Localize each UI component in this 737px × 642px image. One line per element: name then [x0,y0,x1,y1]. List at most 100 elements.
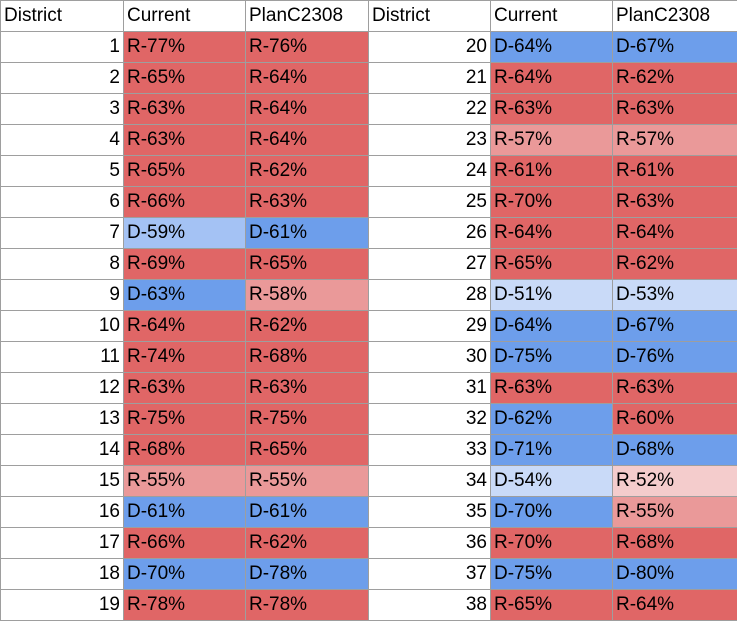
current-cell[interactable]: R-63% [123,93,246,125]
district-cell[interactable]: 36 [368,527,491,559]
district-cell[interactable]: 38 [368,589,491,621]
district-cell[interactable]: 1 [0,31,124,63]
current-cell[interactable]: D-75% [490,558,613,590]
plan-cell[interactable]: D-61% [245,217,369,249]
plan-cell[interactable]: R-68% [245,341,369,373]
current-cell[interactable]: R-64% [490,217,613,249]
plan-cell[interactable]: R-58% [245,279,369,311]
district-cell[interactable]: 8 [0,248,124,280]
plan-cell[interactable]: D-68% [612,434,737,466]
plan-cell[interactable]: R-64% [245,62,369,94]
current-cell[interactable]: R-77% [123,31,246,63]
header-current-left[interactable]: Current [123,0,246,32]
header-district-left[interactable]: District [0,0,124,32]
district-cell[interactable]: 16 [0,496,124,528]
plan-cell[interactable]: R-78% [245,589,369,621]
plan-cell[interactable]: R-52% [612,465,737,497]
district-cell[interactable]: 15 [0,465,124,497]
plan-cell[interactable]: R-55% [612,496,737,528]
plan-cell[interactable]: R-68% [612,527,737,559]
plan-cell[interactable]: D-53% [612,279,737,311]
district-cell[interactable]: 28 [368,279,491,311]
header-current-right[interactable]: Current [490,0,613,32]
current-cell[interactable]: R-68% [123,434,246,466]
header-district-right[interactable]: District [368,0,491,32]
district-cell[interactable]: 37 [368,558,491,590]
current-cell[interactable]: D-70% [123,558,246,590]
current-cell[interactable]: R-57% [490,124,613,156]
plan-cell[interactable]: R-63% [612,93,737,125]
district-cell[interactable]: 4 [0,124,124,156]
current-cell[interactable]: D-59% [123,217,246,249]
district-cell[interactable]: 3 [0,93,124,125]
current-cell[interactable]: D-61% [123,496,246,528]
district-cell[interactable]: 6 [0,186,124,218]
district-cell[interactable]: 5 [0,155,124,187]
current-cell[interactable]: R-65% [490,248,613,280]
current-cell[interactable]: D-70% [490,496,613,528]
plan-cell[interactable]: R-57% [612,124,737,156]
district-cell[interactable]: 30 [368,341,491,373]
current-cell[interactable]: R-70% [490,527,613,559]
current-cell[interactable]: R-55% [123,465,246,497]
district-cell[interactable]: 26 [368,217,491,249]
plan-cell[interactable]: R-62% [245,527,369,559]
district-cell[interactable]: 34 [368,465,491,497]
current-cell[interactable]: R-70% [490,186,613,218]
district-cell[interactable]: 33 [368,434,491,466]
current-cell[interactable]: D-75% [490,341,613,373]
district-cell[interactable]: 27 [368,248,491,280]
current-cell[interactable]: D-64% [490,31,613,63]
plan-cell[interactable]: R-76% [245,31,369,63]
district-cell[interactable]: 22 [368,93,491,125]
current-cell[interactable]: D-54% [490,465,613,497]
district-cell[interactable]: 7 [0,217,124,249]
plan-cell[interactable]: D-67% [612,310,737,342]
current-cell[interactable]: R-63% [490,93,613,125]
plan-cell[interactable]: R-62% [612,248,737,280]
district-cell[interactable]: 19 [0,589,124,621]
district-cell[interactable]: 25 [368,186,491,218]
current-cell[interactable]: R-64% [490,62,613,94]
plan-cell[interactable]: R-65% [245,434,369,466]
current-cell[interactable]: R-63% [490,372,613,404]
plan-cell[interactable]: R-64% [245,93,369,125]
current-cell[interactable]: R-65% [123,62,246,94]
plan-cell[interactable]: D-61% [245,496,369,528]
plan-cell[interactable]: R-63% [612,372,737,404]
plan-cell[interactable]: R-64% [245,124,369,156]
plan-cell[interactable]: D-67% [612,31,737,63]
plan-cell[interactable]: R-63% [245,186,369,218]
plan-cell[interactable]: R-61% [612,155,737,187]
district-cell[interactable]: 31 [368,372,491,404]
current-cell[interactable]: R-78% [123,589,246,621]
current-cell[interactable]: D-63% [123,279,246,311]
header-plan-right[interactable]: PlanC2308 [612,0,737,32]
district-cell[interactable]: 10 [0,310,124,342]
district-cell[interactable]: 23 [368,124,491,156]
district-cell[interactable]: 2 [0,62,124,94]
district-cell[interactable]: 12 [0,372,124,404]
district-cell[interactable]: 14 [0,434,124,466]
current-cell[interactable]: R-66% [123,527,246,559]
current-cell[interactable]: R-64% [123,310,246,342]
current-cell[interactable]: R-66% [123,186,246,218]
current-cell[interactable]: R-65% [490,589,613,621]
plan-cell[interactable]: R-65% [245,248,369,280]
district-cell[interactable]: 9 [0,279,124,311]
plan-cell[interactable]: R-63% [245,372,369,404]
current-cell[interactable]: R-63% [123,372,246,404]
current-cell[interactable]: D-71% [490,434,613,466]
plan-cell[interactable]: D-80% [612,558,737,590]
current-cell[interactable]: D-64% [490,310,613,342]
current-cell[interactable]: R-63% [123,124,246,156]
header-plan-left[interactable]: PlanC2308 [245,0,369,32]
current-cell[interactable]: R-75% [123,403,246,435]
current-cell[interactable]: R-65% [123,155,246,187]
current-cell[interactable]: R-74% [123,341,246,373]
plan-cell[interactable]: R-62% [612,62,737,94]
plan-cell[interactable]: R-55% [245,465,369,497]
plan-cell[interactable]: R-62% [245,155,369,187]
plan-cell[interactable]: D-76% [612,341,737,373]
plan-cell[interactable]: R-75% [245,403,369,435]
